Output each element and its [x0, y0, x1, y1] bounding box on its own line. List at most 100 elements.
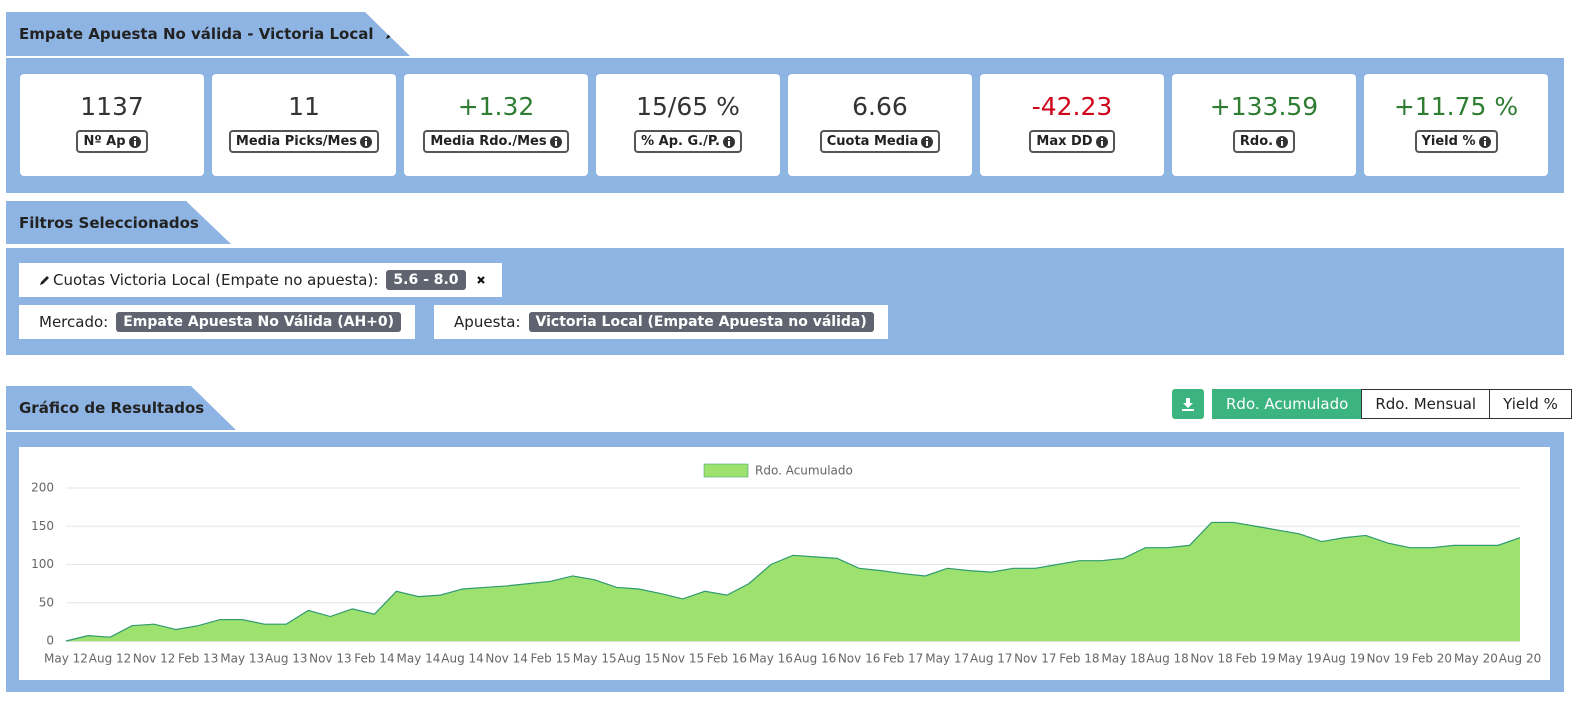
stat-value: +1.32: [457, 92, 535, 121]
filter-label: Apuesta:: [454, 313, 521, 331]
x-tick-label: Nov 15: [662, 652, 705, 666]
y-tick-label: 150: [31, 519, 54, 533]
info-icon[interactable]: [549, 135, 562, 148]
stat-label: Rdo.: [1232, 130, 1296, 153]
x-tick-label: Feb 13: [178, 652, 218, 666]
stat-value: 1137: [80, 92, 144, 121]
stat-label: Max DD: [1029, 130, 1115, 153]
stat-value: +11.75 %: [1393, 92, 1519, 121]
legend-label: Rdo. Acumulado: [755, 464, 853, 478]
download-button[interactable]: [1172, 389, 1204, 419]
x-tick-label: Aug 13: [265, 652, 308, 666]
chart-buttons: Rdo. Acumulado Rdo. Mensual Yield %: [1172, 389, 1572, 419]
edit-icon[interactable]: [39, 274, 51, 286]
filter-chip: Cuotas Victoria Local (Empate no apuesta…: [19, 263, 502, 297]
x-tick-label: Aug 12: [89, 652, 132, 666]
x-tick-label: Aug 15: [618, 652, 661, 666]
x-tick-label: Nov 14: [485, 652, 528, 666]
header-tab: Empate Apuesta No válida - Victoria Loca…: [6, 12, 410, 56]
stats: 1137 Nº Ap 11 Media Picks/Mes +1.32 Media Rdo…: [20, 74, 1548, 176]
y-tick-label: 100: [31, 557, 54, 571]
info-icon[interactable]: [921, 135, 934, 148]
filters: Cuotas Victoria Local (Empate no apuesta…: [19, 263, 899, 339]
filter-label: Cuotas Victoria Local (Empate no apuesta…: [53, 271, 379, 289]
x-tick-label: Feb 14: [354, 652, 394, 666]
x-tick-label: May 20: [1454, 652, 1498, 666]
chart-mode-button[interactable]: Rdo. Acumulado: [1212, 389, 1363, 419]
x-tick-label: Feb 18: [1059, 652, 1099, 666]
stat-card: 11 Media Picks/Mes: [212, 74, 396, 176]
x-tick-label: Aug 20: [1499, 652, 1542, 666]
results-title: Gráfico de Resultados: [19, 399, 205, 417]
info-icon[interactable]: [1276, 135, 1289, 148]
stat-label: Cuota Media: [819, 130, 941, 153]
chart-mode-button[interactable]: Rdo. Mensual: [1361, 389, 1491, 419]
stat-label-text: Cuota Media: [826, 134, 919, 149]
stat-card: 15/65 % % Ap. G./P.: [596, 74, 780, 176]
stat-value: -42.23: [1031, 92, 1113, 121]
x-tick-label: Feb 20: [1412, 652, 1452, 666]
area-line: [65, 521, 1521, 642]
info-icon[interactable]: [128, 135, 141, 148]
filters-tab: Filtros Seleccionados: [6, 201, 231, 244]
filters-title: Filtros Seleccionados: [19, 213, 199, 232]
stat-label-text: Yield %: [1421, 134, 1476, 149]
area: [66, 522, 1520, 641]
y-tick-label: 50: [39, 595, 54, 609]
edit-icon[interactable]: [384, 27, 398, 41]
stat-label-text: Media Picks/Mes: [235, 134, 358, 149]
stat-label: Media Rdo./Mes: [423, 130, 569, 153]
info-icon[interactable]: [722, 135, 735, 148]
info-icon[interactable]: [1478, 135, 1491, 148]
stat-label: Yield %: [1414, 130, 1498, 153]
x-tick-label: May 14: [397, 652, 441, 666]
filter-chip: Apuesta: Victoria Local (Empate Apuesta n…: [434, 305, 888, 339]
chart-mode-button[interactable]: Yield %: [1489, 389, 1572, 419]
stat-value: 15/65 %: [636, 92, 740, 121]
stat-label-text: Max DD: [1036, 134, 1093, 149]
x-tick-label: Nov 13: [309, 652, 352, 666]
stat-value: 11: [288, 92, 320, 121]
filter-badge: Victoria Local (Empate Apuesta no válida…: [528, 312, 874, 332]
x-tick-label: Aug 14: [441, 652, 484, 666]
legend-swatch: [703, 463, 749, 478]
results-tab: Gráfico de Resultados: [6, 386, 236, 430]
x-tick-label: Aug 17: [970, 652, 1013, 666]
x-tick-label: May 18: [1102, 652, 1146, 666]
x-tick-label: May 16: [749, 652, 793, 666]
x-tick-label: May 19: [1278, 652, 1322, 666]
x-tick-label: Nov 18: [1190, 652, 1233, 666]
x-tick-label: Aug 16: [794, 652, 837, 666]
x-tick-label: Aug 18: [1146, 652, 1189, 666]
y-tick-label: 200: [31, 481, 54, 495]
info-icon[interactable]: [360, 135, 373, 148]
info-icon[interactable]: [1095, 135, 1108, 148]
filter-badge: 5.6 - 8.0: [386, 270, 466, 290]
filter-badge: Empate Apuesta No Válida (AH+0): [116, 312, 402, 332]
x-tick-label: May 13: [220, 652, 264, 666]
stat-card: +133.59 Rdo.: [1172, 74, 1356, 176]
x-tick-label: Nov 16: [838, 652, 881, 666]
stat-label-text: % Ap. G./P.: [641, 134, 720, 149]
stat-label: Media Picks/Mes: [228, 130, 380, 153]
remove-filter[interactable]: [474, 273, 488, 287]
x-tick-label: Nov 17: [1014, 652, 1057, 666]
y-tick-label: 0: [46, 634, 54, 648]
stat-card: -42.23 Max DD: [980, 74, 1164, 176]
stat-label-text: Media Rdo./Mes: [430, 134, 547, 149]
x-tick-label: Feb 19: [1235, 652, 1275, 666]
stat-card: +1.32 Media Rdo./Mes: [404, 74, 588, 176]
stat-card: 1137 Nº Ap: [20, 74, 204, 176]
x-tick-label: Feb 15: [530, 652, 570, 666]
stat-label: % Ap. G./P.: [634, 130, 742, 153]
download-icon: [1182, 398, 1194, 411]
x-tick-label: Aug 19: [1322, 652, 1365, 666]
stat-label-text: Nº Ap: [83, 134, 126, 149]
filter-label: Mercado:: [39, 313, 109, 331]
stat-value: +133.59: [1209, 92, 1319, 121]
stat-value: 6.66: [852, 92, 908, 121]
x-tick-label: Nov 19: [1367, 652, 1410, 666]
stat-label-text: Rdo.: [1239, 134, 1274, 149]
